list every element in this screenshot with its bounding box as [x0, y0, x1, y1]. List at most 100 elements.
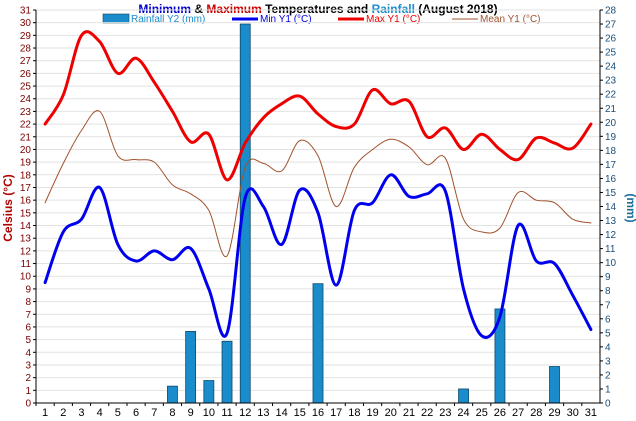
right-tick-label: 23 [605, 76, 617, 87]
right-tick-label: 9 [605, 272, 611, 283]
right-tick-label: 6 [605, 314, 611, 325]
x-tick-label: 14 [275, 407, 287, 419]
x-tick-label: 7 [151, 407, 157, 419]
legend-label-1: Min Y1 (°C) [260, 14, 312, 25]
left-tick-label: 7 [25, 310, 31, 321]
rainfall-bar [185, 331, 197, 404]
x-tick-label: 19 [366, 407, 378, 419]
left-tick-label: 29 [20, 31, 32, 42]
x-tick-label: 24 [457, 407, 469, 419]
right-tick-label: 15 [605, 188, 617, 199]
x-tick-label: 10 [203, 407, 215, 419]
x-tick-label: 31 [585, 407, 597, 419]
rainfall-bars [167, 23, 560, 404]
left-tick-label: 20 [20, 145, 32, 156]
right-tick-label: 4 [605, 342, 611, 353]
title-part-4: Rainfall [372, 2, 415, 16]
right-tick-label: 24 [605, 62, 617, 73]
x-tick-label: 30 [567, 407, 579, 419]
right-tick-label: 21 [605, 104, 617, 115]
right-tick-label: 7 [605, 300, 611, 311]
right-tick-label: 2 [605, 370, 611, 381]
left-tick-label: 19 [20, 158, 32, 169]
x-tick-label: 22 [421, 407, 433, 419]
left-tick-label: 12 [20, 246, 32, 257]
right-tick-label: 14 [605, 202, 617, 213]
x-tick-label: 9 [188, 407, 194, 419]
left-tick-label: 5 [25, 335, 31, 346]
left-tick-label: 15 [20, 208, 32, 219]
left-tick-label: 2 [25, 373, 31, 384]
x-tick-label: 21 [403, 407, 415, 419]
x-tick-label: 27 [512, 407, 524, 419]
left-tick-label: 4 [25, 348, 31, 359]
left-tick-label: 16 [20, 196, 32, 207]
x-tick-label: 15 [294, 407, 306, 419]
right-tick-label: 8 [605, 286, 611, 297]
x-tick-label: 2 [60, 407, 66, 419]
title-part-0: Minimum [138, 2, 191, 16]
right-tick-label: 3 [605, 356, 611, 367]
x-tick-label: 6 [133, 407, 139, 419]
left-tick-label: 11 [21, 259, 32, 270]
min-temp-line [43, 173, 593, 339]
x-tick-label: 1 [42, 407, 48, 419]
left-tick-label: 10 [20, 272, 32, 283]
legend-label-0: Rainfall Y2 (mm) [131, 14, 205, 25]
right-tick-label: 25 [605, 48, 617, 59]
x-tick-label: 11 [221, 407, 232, 419]
x-tick-label: 26 [494, 407, 506, 419]
right-tick-label: 27 [605, 20, 617, 31]
left-tick-label: 31 [20, 6, 32, 17]
right-tick-label: 20 [605, 118, 617, 129]
x-tick-label: 29 [548, 407, 560, 419]
x-tick-label: 3 [78, 407, 84, 419]
right-tick-label: 1 [605, 384, 611, 395]
left-tick-label: 8 [25, 297, 31, 308]
right-tick-label: 26 [605, 34, 617, 45]
legend-label-3: Mean Y1 (°C) [480, 14, 541, 25]
right-tick-label: 13 [605, 216, 617, 227]
left-tick-label: 23 [20, 107, 32, 118]
right-tick-label: 18 [605, 146, 617, 157]
rainfall-bar [221, 340, 233, 404]
left-tick-label: 28 [20, 44, 32, 55]
right-tick-label: 11 [605, 244, 616, 255]
right-tick-label: 28 [605, 6, 617, 17]
left-axis-ticks: 0123456789101112131415161718192021222324… [20, 6, 36, 410]
x-tick-label: 8 [169, 407, 175, 419]
right-tick-label: 5 [605, 328, 611, 339]
left-tick-label: 13 [20, 234, 32, 245]
left-tick-label: 3 [25, 360, 31, 371]
x-tick-label: 16 [312, 407, 324, 419]
x-tick-label: 13 [257, 407, 269, 419]
x-tick-label: 4 [97, 407, 103, 419]
x-tick-label: 23 [439, 407, 451, 419]
title-part-5: (August 2018) [415, 2, 498, 16]
left-tick-label: 1 [25, 386, 31, 397]
rainfall-bar [203, 380, 215, 404]
left-tick-label: 18 [20, 170, 32, 181]
right-axis-label: (mm) [624, 193, 636, 222]
title-part-2: Maximum [206, 2, 261, 16]
x-tick-label: 28 [530, 407, 542, 419]
right-tick-label: 19 [605, 132, 617, 143]
rainfall-bar [167, 385, 178, 404]
legend-swatch-rainfall [102, 13, 130, 24]
right-tick-label: 12 [605, 230, 617, 241]
right-axis-ticks: 0123456789101112131415161718192021222324… [600, 6, 617, 410]
right-tick-label: 0 [605, 399, 611, 410]
left-tick-label: 9 [25, 284, 31, 295]
left-tick-label: 27 [20, 56, 32, 67]
left-tick-label: 17 [20, 183, 32, 194]
rainfall-bar [312, 283, 324, 404]
left-tick-label: 24 [20, 94, 32, 105]
chart-legend: Rainfall Y2 (mm) Min Y1 (°C) Max Y1 (°C) Me… [102, 13, 541, 25]
left-tick-label: 14 [20, 221, 32, 232]
mean-temp-line [44, 110, 592, 258]
left-tick-label: 22 [20, 120, 32, 131]
left-tick-label: 21 [20, 132, 32, 143]
x-tick-label: 17 [330, 407, 342, 419]
right-tick-label: 16 [605, 174, 617, 185]
legend-label-2: Max Y1 (°C) [366, 14, 420, 25]
